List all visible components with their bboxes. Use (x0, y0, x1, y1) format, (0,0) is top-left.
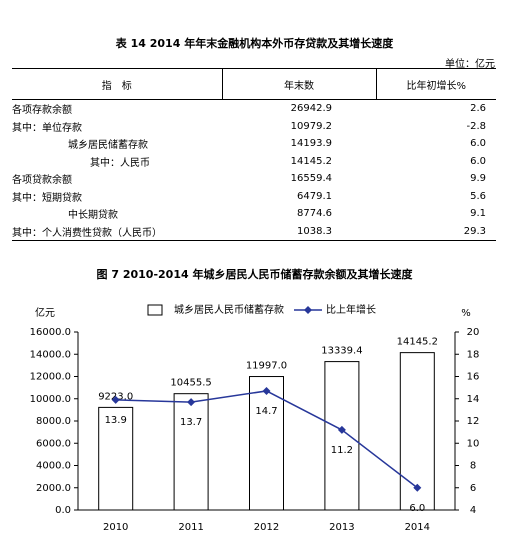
legend-label: 城乡居民人民币储蓄存款 (174, 303, 284, 316)
table-cell: 9.1 (470, 208, 486, 220)
header-cell: 指 标 (12, 68, 222, 100)
line-value-label: 13.7 (180, 417, 202, 428)
table-row: 其中：人民币 14145.2 6.0 (12, 153, 496, 171)
bar-value-label: 11997.0 (246, 361, 287, 372)
chart-title: 图 7 2010-2014 年城乡居民人民币储蓄存款余额及其增长速度 (96, 268, 413, 281)
data-table: 指 标 年末数 比年初增长% 各项存款余额 26942.9 2.6 其中：单位存款 10… (12, 68, 496, 241)
table-row: 各项存款余额 26942.9 2.6 (12, 100, 496, 118)
x-tick-label: 2013 (329, 522, 354, 533)
bar (98, 406, 134, 511)
table-unit: 单位：亿元 (445, 59, 495, 70)
table-cell: 6.0 (470, 138, 486, 150)
table-cell: 29.3 (376, 222, 496, 241)
legend-marker (304, 306, 312, 314)
table-cell: 9.9 (470, 173, 486, 185)
line-value-label: 11.2 (331, 445, 353, 456)
y-tick-label: 14000.0 (30, 349, 71, 360)
y2-tick-label: 8 (470, 461, 476, 472)
table-cell: 10979.2 (290, 120, 332, 132)
x-tick-label: 2010 (103, 522, 128, 533)
bar-value-label: 10455.5 (170, 378, 211, 389)
bar-value-label: 14145.2 (397, 337, 438, 348)
bar (324, 361, 360, 511)
y-tick-label: 16000.0 (30, 327, 71, 338)
line-marker (337, 425, 346, 434)
table-cell: 6479.1 (297, 190, 332, 202)
table-cell: 2.6 (470, 103, 486, 115)
y-tick-label: 10000.0 (30, 394, 71, 405)
table-cell: 1038.3 (222, 222, 376, 241)
table-cell: 8774.6 (297, 208, 332, 220)
table-cell: 26942.9 (290, 103, 332, 115)
table-cell: 14193.9 (290, 138, 332, 150)
y2-tick-label: 6 (470, 483, 476, 494)
bar (173, 393, 209, 511)
y-tick-label: 4000.0 (36, 461, 71, 472)
x-tick-label: 2014 (405, 522, 430, 533)
table-title: 表 14 2014 年年末金融机构本外币存贷款及其增长速度 (115, 37, 394, 50)
table-cell: 其中：短期贷款 (12, 192, 82, 204)
y-tick-label: 0.0 (55, 505, 71, 516)
x-tick-label: 2011 (178, 522, 203, 533)
y-axis-label: 亿元 (35, 306, 55, 319)
table-row: 其中：个人消费性贷款（人民币） 1038.3 29.3 (12, 222, 496, 241)
y2-tick-label: 16 (467, 372, 480, 383)
table-row: 中长期贷款 8774.6 9.1 (12, 205, 496, 223)
table-cell: 中长期贷款 (68, 210, 118, 222)
legend-swatch (147, 304, 163, 316)
y-tick-label: 12000.0 (30, 372, 71, 383)
bar-value-label: 13339.4 (321, 346, 362, 357)
line-marker (413, 483, 422, 492)
table-row: 其中：单位存款 10979.2 -2.8 (12, 118, 496, 136)
table-cell: 其中：个人消费性贷款（人民币） (12, 222, 222, 241)
y-tick-label: 6000.0 (36, 438, 71, 449)
line-marker (262, 386, 271, 395)
y-tick-label: 2000.0 (36, 483, 71, 494)
y2-tick-label: 20 (467, 327, 480, 338)
y2-tick-label: 12 (467, 416, 480, 427)
line-value-label: 14.7 (255, 406, 277, 417)
line-value-label: 13.9 (105, 415, 127, 426)
x-tick-label: 2012 (254, 522, 279, 533)
y2-tick-label: 4 (470, 505, 476, 516)
table-cell: 其中：人民币 (90, 157, 150, 169)
y2-tick-label: 10 (467, 438, 480, 449)
line-marker (187, 398, 196, 407)
bar (399, 352, 435, 511)
table-row: 其中：短期贷款 6479.1 5.6 (12, 188, 496, 206)
header-cell: 年末数 (221, 68, 376, 100)
y2-tick-label: 14 (467, 394, 480, 405)
y-tick-label: 8000.0 (36, 416, 71, 427)
table-cell: 城乡居民储蓄存款 (68, 140, 148, 152)
table-cell: 其中：单位存款 (12, 122, 82, 134)
line-marker (111, 395, 120, 404)
legend-label: 比上年增长 (326, 303, 376, 316)
table-cell: 5.6 (470, 190, 486, 202)
y2-tick-label: 18 (467, 349, 480, 360)
table-row: 城乡居民储蓄存款 14193.9 6.0 (12, 135, 496, 153)
table-cell: -2.8 (466, 120, 486, 132)
table-cell: 14145.2 (290, 155, 332, 167)
header-cell: 比年初增长% (375, 68, 496, 100)
table-cell: 各项贷款余额 (12, 175, 72, 187)
line-value-label: 6.0 (409, 503, 425, 514)
bar (249, 376, 284, 511)
table-cell: 16559.4 (290, 173, 332, 185)
table-cell: 各项存款余额 (12, 105, 72, 117)
y2-axis-label: % (461, 308, 471, 319)
table-cell: 6.0 (470, 155, 486, 167)
table-row: 各项贷款余额 16559.4 9.9 (12, 170, 496, 188)
